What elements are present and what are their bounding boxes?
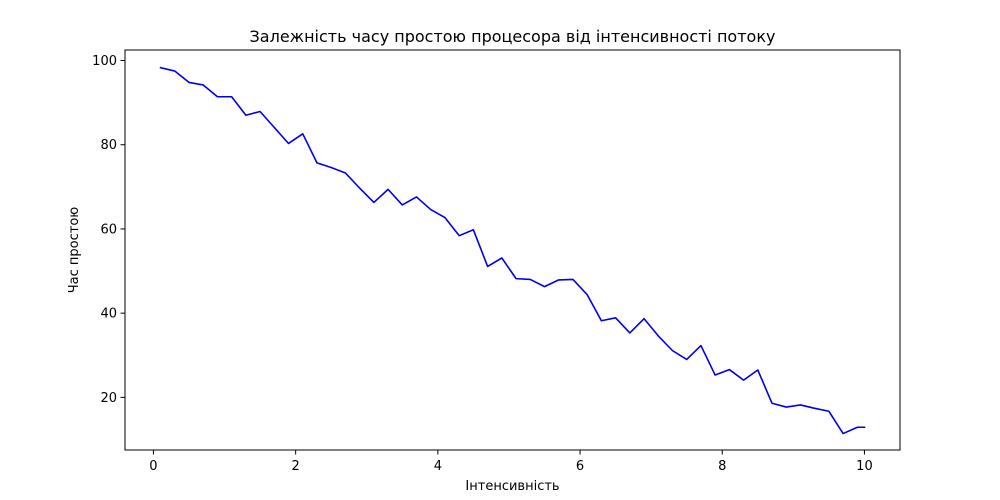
series-line [159,66,866,435]
plot-layer [159,66,866,435]
x-tick-label: 2 [292,459,300,474]
x-tick-label: 0 [149,459,157,474]
x-tick-label: 4 [434,459,442,474]
y-tick-label: 100 [92,54,117,69]
y-tick-label: 60 [100,222,117,237]
y-tick-label: 20 [100,391,117,406]
plot-frame [124,49,901,451]
x-tick-label: 10 [856,459,873,474]
x-axis-ticks: 0 2 4 6 8 10 [149,450,873,474]
y-axis-label: Час простою [67,207,82,294]
y-axis-ticks: 20 40 60 80 100 [92,54,125,406]
chart-title: Залежність часу простою процесора від ін… [250,27,776,46]
y-tick-label: 80 [100,138,117,153]
x-tick-label: 6 [576,459,584,474]
x-tick-label: 8 [718,459,726,474]
y-tick-label: 40 [100,307,117,322]
x-axis-label: Інтенсивність [465,479,559,494]
